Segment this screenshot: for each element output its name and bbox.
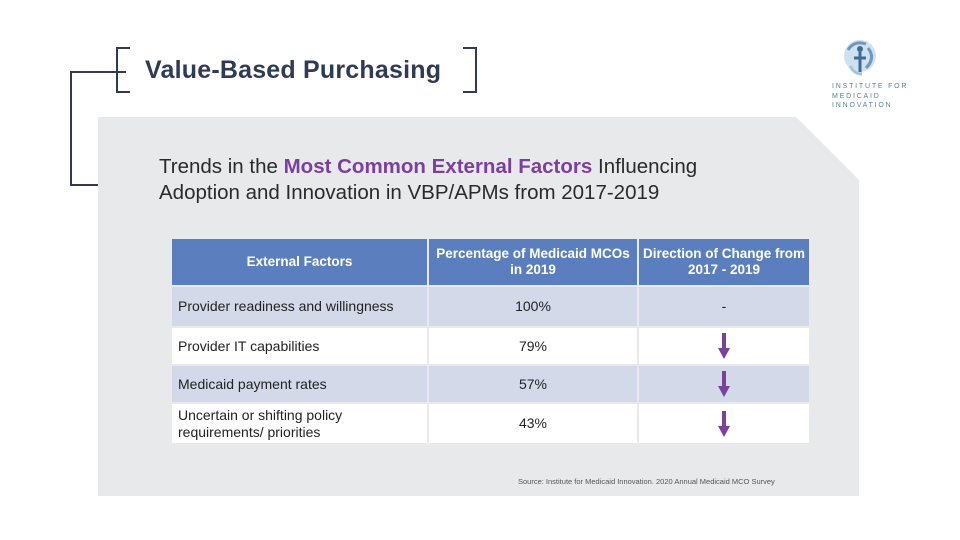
table-row: Medicaid payment rates 57% [170,364,811,404]
header-percentage: Percentage of Medicaid MCOs in 2019 [427,237,639,287]
percentage-cell: 79% [427,326,639,366]
table-header-row: External Factors Percentage of Medicaid … [170,237,811,287]
factor-cell: Medicaid payment rates [170,364,429,404]
percentage-cell: 57% [427,364,639,404]
source-note: Source: Institute for Medicaid Innovatio… [518,477,775,486]
direction-cell [637,364,811,404]
percentage-cell: 100% [427,285,639,328]
percentage-cell: 43% [427,402,639,445]
logo-text-line-2: MEDICAID [832,92,881,100]
factor-cell: Uncertain or shifting policy requirement… [170,402,429,445]
factor-cell: Provider IT capabilities [170,326,429,366]
arrow-down-icon [718,410,730,437]
institute-logo: INSTITUTE FOR MEDICAID INNOVATION [832,36,909,111]
table-row: Provider readiness and willingness 100% … [170,285,811,328]
header-direction: Direction of Change from 2017 - 2019 [637,237,811,287]
logo-text-line-1: INSTITUTE FOR [832,83,909,90]
direction-cell [637,402,811,445]
factor-cell: Provider readiness and willingness [170,285,429,328]
direction-cell: - [637,285,811,328]
external-factors-table: External Factors Percentage of Medicaid … [170,237,811,445]
arrow-down-icon [718,333,730,359]
panel-title-highlight: Most Common External Factors [283,155,593,178]
header-external-factors: External Factors [170,237,429,287]
logo-figure-icon [844,40,876,76]
panel-title-post: Influencing [592,155,698,178]
table-row: Provider IT capabilities 79% [170,326,811,366]
panel-title: Trends in the Most Common External Facto… [159,154,697,206]
table-row: Uncertain or shifting policy requirement… [170,402,811,445]
panel-title-line2: Adoption and Innovation in VBP/APMs from… [159,181,660,204]
direction-cell [637,326,811,366]
slide-title: Value-Based Purchasing [145,56,442,84]
panel-title-pre: Trends in the [159,155,284,178]
title-bracket-right [463,47,477,93]
title-bracket-left [116,47,130,93]
logo-text-line-3: INNOVATION [832,102,893,109]
arrow-down-icon [718,371,730,397]
